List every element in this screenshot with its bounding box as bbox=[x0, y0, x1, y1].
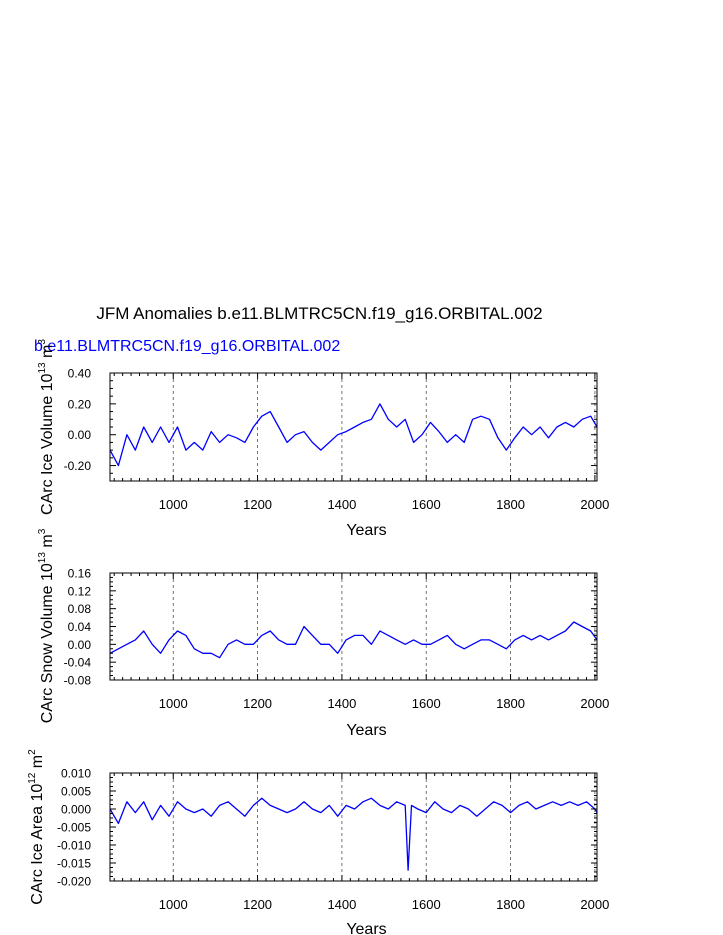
x-axis-label: Years bbox=[346, 522, 386, 539]
y-tick-label: 0.08 bbox=[68, 602, 92, 616]
y-tick-label: 0.000 bbox=[61, 803, 91, 817]
y-label-unit: m bbox=[39, 534, 56, 552]
y-label-main: CArc Ice Volume 10 bbox=[39, 373, 56, 515]
x-tick-label: 2000 bbox=[580, 497, 609, 512]
y-label-unit-exponent: 3 bbox=[37, 528, 48, 534]
y-tick-label: 0.12 bbox=[68, 584, 92, 598]
y-axis-label: CArc Ice Area 1012 m2 bbox=[27, 749, 46, 905]
x-axis-label: Years bbox=[346, 722, 386, 739]
y-tick-label: 0.04 bbox=[68, 620, 92, 634]
figure-title: JFM Anomalies b.e11.BLMTRC5CN.f19_g16.OR… bbox=[96, 304, 543, 323]
x-tick-label: 1000 bbox=[159, 497, 188, 512]
panel-snow-volume: 1000 1200 1400 1600 1800 2000 -0.08 -0.04 0.00 0.… bbox=[37, 528, 609, 739]
y-tick-label: 0.00 bbox=[68, 428, 92, 442]
x-tick-label: 1800 bbox=[496, 696, 525, 711]
y-axis-label: CArc Snow Volume 1013 m3 bbox=[37, 528, 56, 723]
x-tick-label: 1200 bbox=[243, 497, 272, 512]
y-tick-label: -0.005 bbox=[57, 821, 91, 835]
y-label-main: CArc Snow Volume 10 bbox=[39, 563, 56, 723]
y-label-unit: m bbox=[39, 345, 56, 363]
y-label-unit: m bbox=[29, 755, 46, 773]
x-tick-label: 1200 bbox=[243, 696, 272, 711]
x-tick-label: 2000 bbox=[580, 897, 609, 912]
panel-ice-volume: 1000 1200 1400 1600 1800 2000 -0.20 0.00 0.20 0.4… bbox=[37, 339, 609, 539]
x-tick-label: 1400 bbox=[327, 897, 356, 912]
y-label-exponent: 13 bbox=[37, 552, 48, 564]
plot-frame bbox=[109, 772, 598, 882]
panel-ice-area: 1000 1200 1400 1600 1800 2000 -0.020 -0.015 -0.0… bbox=[27, 749, 609, 935]
y-tick-label: -0.08 bbox=[64, 674, 92, 688]
y-tick-label: -0.04 bbox=[64, 656, 92, 670]
plot-frame bbox=[109, 572, 598, 681]
y-tick-label: -0.010 bbox=[57, 839, 91, 853]
series-line bbox=[109, 403, 598, 467]
x-tick-label: 1800 bbox=[496, 497, 525, 512]
x-axis-label: Years bbox=[346, 921, 386, 935]
x-tick-label: 1600 bbox=[412, 897, 441, 912]
x-tick-label: 1000 bbox=[159, 696, 188, 711]
y-label-unit-exponent: 2 bbox=[27, 749, 38, 755]
y-tick-label: 0.010 bbox=[61, 767, 91, 781]
series-line bbox=[109, 621, 598, 659]
y-tick-label: -0.020 bbox=[57, 875, 91, 889]
y-tick-label: 0.40 bbox=[68, 367, 92, 381]
x-tick-label: 1400 bbox=[327, 696, 356, 711]
y-axis-label: CArc Ice Volume 1013 m3 bbox=[37, 339, 56, 515]
case-label: b.e11.BLMTRC5CN.f19_g16.ORBITAL.002 bbox=[34, 338, 341, 355]
x-tick-label: 2000 bbox=[580, 696, 609, 711]
y-tick-label: 0.16 bbox=[68, 567, 92, 581]
y-tick-label: 0.00 bbox=[68, 638, 92, 652]
series-line bbox=[109, 797, 598, 871]
x-tick-label: 1200 bbox=[243, 897, 272, 912]
y-label-exponent: 13 bbox=[37, 362, 48, 374]
y-tick-label: 0.005 bbox=[61, 785, 91, 799]
x-tick-label: 1000 bbox=[159, 897, 188, 912]
y-tick-label: -0.20 bbox=[64, 459, 92, 473]
x-tick-label: 1400 bbox=[327, 497, 356, 512]
y-label-main: CArc Ice Area 10 bbox=[29, 784, 46, 905]
y-label-unit-exponent: 3 bbox=[37, 339, 48, 345]
y-tick-label: -0.015 bbox=[57, 857, 91, 871]
x-tick-label: 1800 bbox=[496, 897, 525, 912]
y-label-exponent: 12 bbox=[27, 772, 38, 784]
y-tick-label: 0.20 bbox=[68, 397, 92, 411]
x-tick-label: 1600 bbox=[412, 696, 441, 711]
x-tick-label: 1600 bbox=[412, 497, 441, 512]
